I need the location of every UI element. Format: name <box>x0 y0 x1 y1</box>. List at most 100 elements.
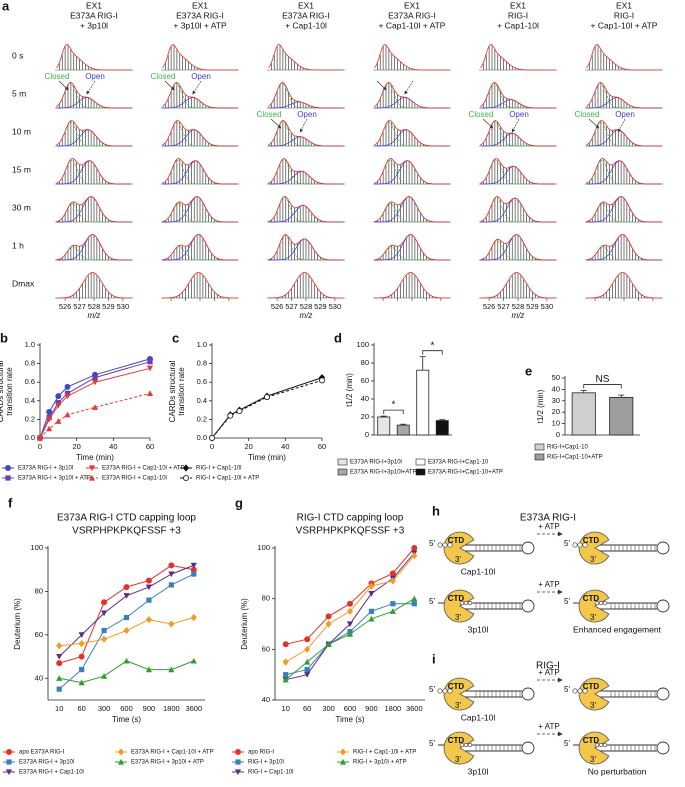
spectrum-envelope <box>586 196 662 223</box>
series-line <box>211 377 323 439</box>
y-axis-label: CARDs structural <box>0 360 5 422</box>
spectrum-envelope <box>56 44 132 71</box>
chart-title: E373A RIG-I CTD capping loop <box>57 513 196 524</box>
cap <box>442 688 448 694</box>
x-axis-label: Time (min) <box>248 453 286 462</box>
marker <box>123 584 130 591</box>
row-label: 0 s <box>12 50 23 60</box>
marker <box>55 393 62 400</box>
marker <box>368 608 375 614</box>
panel-label: h <box>432 503 440 518</box>
spectrum-envelope <box>56 82 132 109</box>
marker <box>411 601 417 607</box>
y-tick-label: 20 <box>552 407 560 416</box>
ctd-domain <box>578 589 610 623</box>
y-tick-label: 40 <box>35 673 43 682</box>
y-tick-label: 60 <box>361 376 369 385</box>
spectrum-envelope <box>268 234 344 261</box>
marker <box>304 645 311 653</box>
spectrum-envelope <box>56 158 132 185</box>
y-tick-label: 10 <box>552 419 560 428</box>
spectrum-envelope <box>162 44 238 71</box>
legend-swatch <box>534 453 545 461</box>
row-label: 30 m <box>12 202 31 212</box>
marker <box>100 635 108 643</box>
marker <box>234 769 242 776</box>
legend-swatch <box>415 468 426 476</box>
closed-envelope <box>56 121 132 147</box>
marker <box>78 639 85 648</box>
closed-label: Closed <box>45 72 70 81</box>
cap <box>447 688 453 694</box>
atp-label: + ATP <box>538 522 559 531</box>
marker <box>146 597 152 603</box>
column-header: EX1 <box>298 0 314 10</box>
closed-envelope <box>374 83 450 109</box>
marker <box>182 464 190 472</box>
column-header: + Cap1-10l <box>285 20 327 30</box>
rna-label: Cap1-10l <box>461 566 496 576</box>
y-axis-label: transition rate <box>177 367 186 416</box>
x-tick-label: 526 <box>483 302 496 311</box>
outcome-label: Enhanced engagement <box>573 624 662 634</box>
triphosphate <box>594 600 600 606</box>
x-axis-label: Time (s) <box>112 715 141 724</box>
y-axis-label: transition rate <box>5 367 14 416</box>
ctd-label: CTD <box>583 682 600 691</box>
three-prime-label: 3' <box>455 755 461 764</box>
column-header: EX1 <box>510 0 526 10</box>
spectrum-envelope <box>162 196 238 223</box>
marker <box>304 658 311 665</box>
cap <box>582 688 588 694</box>
marker <box>88 474 96 481</box>
spectrum-envelope <box>586 120 662 147</box>
y-tick-label: 0.4 <box>197 396 207 405</box>
x-tick-label: 300 <box>322 704 335 713</box>
y-axis-label: CARDs structural <box>168 360 177 422</box>
panel-label: e <box>525 363 532 378</box>
x-tick-label: 527 <box>73 302 86 311</box>
ctd-domain <box>578 731 610 765</box>
marker <box>46 425 53 432</box>
y-axis-label: t1/2 (min) <box>345 373 354 407</box>
spectrum-envelope <box>586 44 662 71</box>
y-tick-label: 80 <box>262 594 270 603</box>
five-prime-label: 5' <box>564 685 570 694</box>
legend-label: E373A RIG-I+Cap1-10+ATP <box>428 470 503 476</box>
marker <box>101 627 107 634</box>
cap <box>437 688 443 694</box>
spectrum-envelope <box>268 272 344 299</box>
marker <box>390 601 396 607</box>
y-tick-label: 0.8 <box>25 359 35 368</box>
rna-loop <box>521 541 535 555</box>
marker <box>182 474 189 481</box>
x-tick-label: 1800 <box>163 704 180 713</box>
legend-label: E373A RIG-I + Cap1-10l + ATP <box>102 466 185 472</box>
marker <box>36 434 44 441</box>
x-axis-label: m/z <box>88 311 101 320</box>
closed-arrow <box>482 118 494 129</box>
marker <box>64 390 71 396</box>
marker <box>5 464 11 471</box>
x-tick-label: 528 <box>512 302 525 311</box>
marker <box>346 607 354 615</box>
x-axis-label: m/z <box>512 311 525 320</box>
marker <box>56 675 63 681</box>
legend-swatch <box>534 443 545 451</box>
ctd-label: CTD <box>583 536 600 545</box>
open-arrow <box>86 80 96 95</box>
closed-arrow <box>270 118 282 129</box>
marker <box>304 667 310 673</box>
legend-label: E373A RIG-I+Cap1-10 <box>428 460 489 466</box>
y-tick-label: 30 <box>552 396 560 405</box>
y-tick-label: 100 <box>356 340 369 349</box>
atp-label: + ATP <box>538 580 559 589</box>
marker <box>168 582 174 588</box>
legend-label: RIG-I + 3p10l + ATP <box>353 760 407 766</box>
open-arrow <box>192 80 202 95</box>
spectrum-envelope <box>374 120 450 147</box>
spectrum-envelope <box>162 234 238 261</box>
triphosphate <box>598 742 604 748</box>
legend-label: RIG-I + Cap1-10l <box>248 770 294 776</box>
marker <box>79 667 85 673</box>
